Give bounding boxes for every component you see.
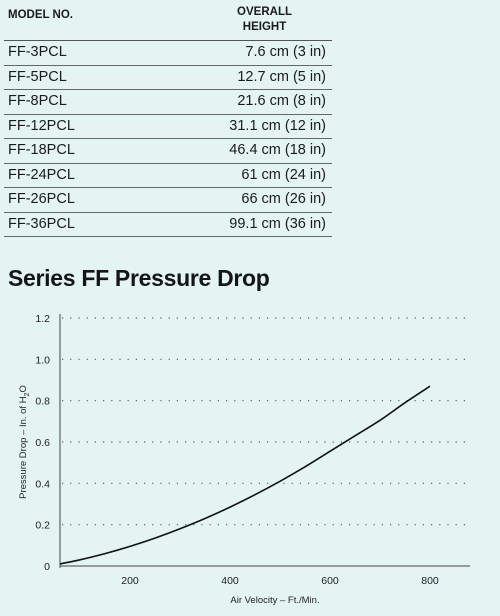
model-cell: FF-8PCL: [8, 93, 67, 109]
section-title: Series FF Pressure Drop: [8, 265, 270, 291]
y-axis-label-subscript: 2: [24, 392, 31, 396]
y-tick-label: 0.6: [35, 437, 50, 449]
y-axis-label-main: Pressure Drop – In. of H: [18, 396, 29, 499]
table-row: FF-5PCL 12.7 cm (5 in): [4, 66, 332, 90]
header-overall-height-line2: HEIGHT: [242, 21, 287, 33]
table-header: MODEL NO. OVERALL HEIGHT: [4, 2, 332, 41]
x-tick-label: 600: [321, 575, 339, 587]
header-model-no: MODEL NO.: [8, 9, 73, 21]
header-overall-height-line1: OVERALL: [237, 6, 292, 18]
pressure-drop-series-line: [59, 385, 431, 565]
model-cell: FF-12PCL: [8, 117, 75, 134]
x-tick-label: 400: [221, 575, 239, 587]
height-cell: 66 cm (26 in): [241, 191, 326, 207]
y-tick-label: 1.0: [35, 354, 50, 366]
model-cell: FF-5PCL: [8, 68, 67, 85]
height-cell: 31.1 cm (12 in): [229, 117, 326, 134]
table-row: FF-24PCL 61 cm (24 in): [4, 164, 332, 188]
height-cell: 21.6 cm (8 in): [237, 93, 326, 109]
table-row: FF-8PCL 21.6 cm (8 in): [4, 90, 332, 115]
y-tick-label: 0.8: [35, 396, 50, 408]
y-axis-label-end: O: [18, 385, 29, 392]
y-tick-label: 1.2: [35, 313, 50, 325]
height-cell: 61 cm (24 in): [241, 166, 326, 183]
model-cell: FF-24PCL: [8, 166, 75, 183]
x-tick-label: 200: [121, 575, 139, 587]
table-row: FF-26PCL 66 cm (26 in): [4, 188, 332, 213]
y-tick-label: 0.2: [35, 520, 50, 532]
y-axis-label: Pressure Drop – In. of H2O: [18, 385, 31, 499]
y-tick-label: 0: [44, 561, 50, 573]
model-cell: FF-3PCL: [8, 44, 67, 60]
x-axis-label: Air Velocity – Ft./Min.: [230, 595, 319, 606]
height-cell: 12.7 cm (5 in): [237, 68, 326, 85]
table-row: FF-36PCL 99.1 cm (36 in): [4, 213, 332, 237]
height-cell: 7.6 cm (3 in): [245, 44, 326, 60]
height-cell: 99.1 cm (36 in): [229, 215, 326, 232]
x-tick-label: 800: [421, 575, 439, 587]
model-cell: FF-18PCL: [8, 142, 75, 158]
height-cell: 46.4 cm (18 in): [229, 142, 326, 158]
model-cell: FF-36PCL: [8, 215, 75, 232]
table-row: FF-12PCL 31.1 cm (12 in): [4, 115, 332, 139]
table-row: FF-3PCL 7.6 cm (3 in): [4, 41, 332, 66]
header-overall-height: OVERALL HEIGHT: [237, 5, 292, 35]
table-row: FF-18PCL 46.4 cm (18 in): [4, 139, 332, 164]
y-tick-label: 0.4: [35, 478, 50, 490]
model-height-table: MODEL NO. OVERALL HEIGHT FF-3PCL 7.6 cm (…: [4, 2, 332, 237]
model-cell: FF-26PCL: [8, 191, 75, 207]
